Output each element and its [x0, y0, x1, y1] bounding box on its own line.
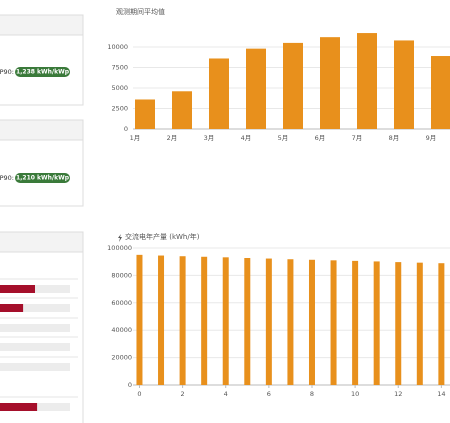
progress-bar — [0, 403, 38, 411]
bar — [135, 99, 155, 129]
x-tick-label: 4 — [224, 390, 228, 398]
badge-text: 1,238 kWh/kWp — [16, 69, 70, 76]
bar — [209, 58, 229, 130]
bar — [438, 263, 445, 385]
bar — [136, 254, 143, 385]
panel-header — [0, 231, 84, 253]
bar — [357, 33, 377, 130]
x-tick-label: 2月 — [167, 134, 178, 142]
x-tick-label: 14 — [437, 390, 445, 398]
bar — [352, 260, 359, 385]
y-tick-label: 2500 — [111, 105, 128, 113]
bar — [373, 261, 380, 385]
bolt-icon — [118, 234, 122, 242]
bar — [246, 48, 266, 129]
panel-header — [0, 119, 84, 141]
badge-text: 1,210 kWh/kWp — [16, 175, 70, 182]
bar — [431, 56, 450, 129]
p90-label: P90: — [0, 174, 14, 182]
y-tick-label: 40000 — [111, 326, 132, 334]
progress-bar — [0, 304, 24, 312]
bar — [308, 259, 315, 385]
bar — [330, 260, 337, 385]
bar — [222, 257, 229, 385]
x-tick-label: 2 — [181, 390, 185, 398]
bar — [395, 262, 402, 385]
x-tick-label: 1月 — [130, 134, 141, 142]
progress-track — [0, 304, 70, 312]
chart-subtitle: 观测期间平均值 — [116, 7, 165, 16]
progress-bar — [0, 285, 35, 293]
badge — [15, 173, 70, 183]
x-tick-label: 3月 — [204, 134, 215, 142]
x-tick-label: 4月 — [241, 134, 252, 142]
bar — [394, 40, 414, 129]
progress-track — [0, 324, 70, 332]
x-tick-label: 0 — [137, 390, 141, 398]
bar — [158, 255, 165, 385]
y-tick-label: 0 — [128, 381, 132, 389]
bar — [201, 256, 208, 385]
progress-track — [0, 363, 70, 371]
bar — [265, 258, 272, 385]
y-tick-label: 5000 — [111, 84, 128, 92]
x-tick-label: 9月 — [426, 134, 437, 142]
progress-track — [0, 343, 70, 351]
y-tick-label: 10000 — [107, 43, 128, 51]
bar — [320, 37, 340, 129]
bar — [179, 256, 186, 385]
x-tick-label: 6 — [267, 390, 271, 398]
y-tick-label: 100000 — [107, 244, 132, 252]
bar — [416, 262, 423, 385]
badge — [15, 67, 70, 77]
y-tick-label: 7500 — [111, 64, 128, 72]
x-tick-label: 12 — [394, 390, 402, 398]
x-tick-label: 8 — [310, 390, 314, 398]
y-tick-label: 0 — [124, 125, 128, 133]
chart-title: 交流电年产量 (kWh/年) — [125, 232, 200, 241]
y-tick-label: 80000 — [111, 271, 132, 279]
bar — [287, 259, 294, 385]
x-tick-label: 10 — [351, 390, 359, 398]
bar — [244, 258, 251, 385]
bar — [283, 42, 303, 129]
p90-label: P90: — [0, 68, 14, 76]
x-tick-label: 7月 — [352, 134, 363, 142]
x-tick-label: 6月 — [315, 134, 326, 142]
panel-header — [0, 14, 84, 36]
y-tick-label: 20000 — [111, 354, 132, 362]
y-tick-label: 60000 — [111, 299, 132, 307]
x-tick-label: 8月 — [389, 134, 400, 142]
bar — [172, 91, 192, 129]
x-tick-label: 5月 — [278, 134, 289, 142]
